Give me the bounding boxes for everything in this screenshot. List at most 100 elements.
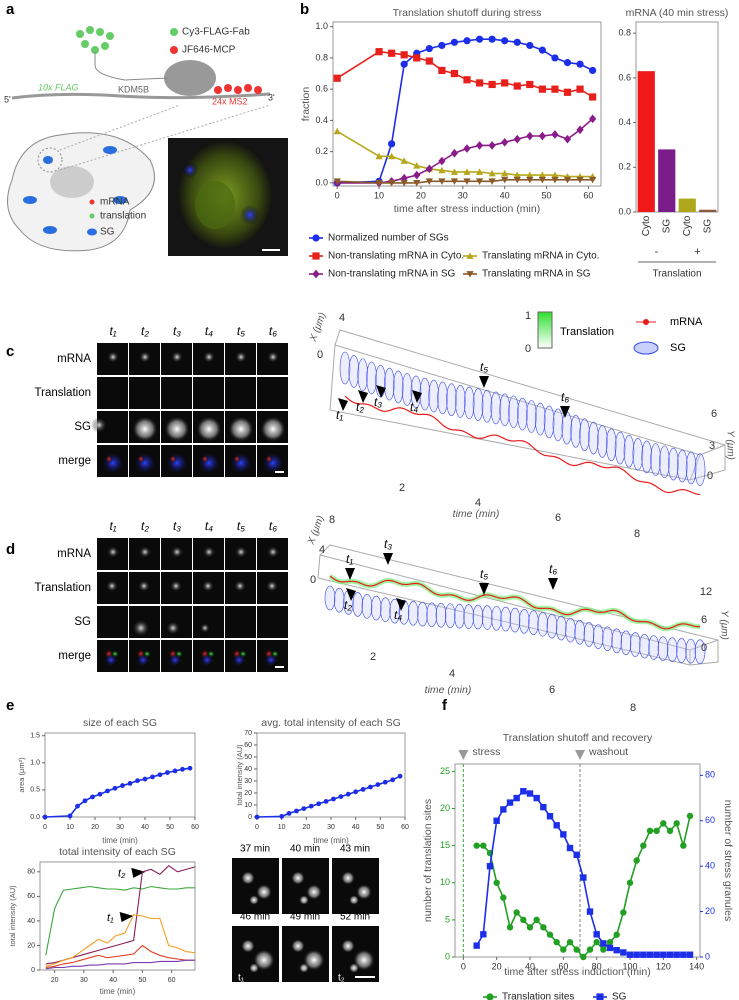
y-axis-label: total intensity (AU): [8, 885, 17, 947]
y-tick-label: 0.4: [315, 115, 328, 125]
time-marker-label: t₃: [374, 395, 382, 409]
marker: [606, 944, 614, 952]
sg-tube: [528, 610, 539, 636]
y-tick-label: 0.0: [618, 206, 631, 216]
marker: [680, 842, 687, 849]
marker: [538, 85, 546, 93]
sg-tube: [552, 408, 564, 442]
marker: [400, 51, 408, 59]
marker: [520, 788, 527, 795]
time-tick-label: 8: [634, 528, 640, 540]
y-tick-label: 15: [440, 840, 450, 850]
y-axis-label: total intensity (AU): [235, 744, 244, 806]
sg-tube: [629, 632, 641, 657]
marker: [646, 951, 654, 958]
sg-tube: [685, 451, 697, 485]
y-tick-label: 0.5: [30, 787, 40, 794]
x-tick-label: 60: [191, 824, 199, 831]
sg-tube: [537, 612, 549, 637]
granule: [256, 884, 272, 900]
spot: [200, 653, 214, 667]
marker: [501, 137, 509, 147]
marker: [576, 60, 584, 68]
time-axis-label: time (min): [425, 684, 472, 696]
fab-icon: [170, 28, 178, 36]
label: 5': [4, 94, 11, 104]
marker: [551, 176, 559, 184]
granule: [353, 949, 375, 971]
spot: [235, 351, 247, 363]
y-tick-label: 0.0: [315, 177, 328, 187]
marker: [463, 144, 471, 153]
y2-tick-label: 80: [705, 770, 715, 780]
annotation: t₁: [107, 912, 114, 924]
sg-tube: [428, 379, 440, 413]
annotation-arrow: [458, 750, 469, 760]
image-cell: [97, 606, 128, 638]
time-point: t₄: [205, 324, 213, 338]
series-line: [45, 959, 195, 970]
series-line: [476, 815, 691, 959]
marker: [560, 946, 567, 953]
time-marker: [396, 598, 406, 611]
marker: [333, 74, 341, 82]
marker: [526, 80, 534, 89]
row-label: SG: [74, 616, 91, 628]
group-title: Translation: [652, 269, 701, 280]
marker: [653, 827, 660, 835]
marker: [538, 171, 546, 178]
marker: [375, 152, 383, 160]
sg-tube: [500, 606, 512, 632]
image-marker: t₂: [338, 973, 345, 984]
spot: [136, 653, 150, 667]
marker: [626, 951, 634, 958]
mrna-trace: [344, 395, 701, 496]
spot: [196, 416, 222, 442]
legend-label: Translating mRNA in Cyto.: [482, 251, 599, 262]
marker: [533, 794, 540, 802]
y-tick-label: 0: [701, 642, 707, 654]
annotation-arrow: [119, 912, 134, 922]
x-tick-label: 20: [416, 190, 426, 200]
spot: [171, 546, 183, 558]
marker: [513, 176, 521, 184]
spot: [101, 451, 125, 475]
time-label: 37 min: [240, 844, 270, 855]
marker: [157, 772, 163, 778]
marker: [450, 168, 459, 175]
x-tick-label: 20: [302, 824, 310, 831]
legend-label: mRNA: [100, 197, 130, 208]
y-tick-label: 5: [445, 914, 450, 924]
time-marker: [376, 385, 386, 398]
time-marker: [346, 588, 356, 601]
spot: [171, 351, 183, 363]
marker: [506, 924, 514, 931]
spot: [264, 653, 278, 667]
y-tick-label: 0.2: [618, 162, 631, 172]
time-label: 40 min: [290, 844, 320, 855]
x-tick-label: 40: [352, 824, 360, 831]
marker: [660, 951, 667, 958]
zoom: [37, 147, 63, 173]
annotation-arrow: [131, 867, 146, 878]
sg-tube: [455, 385, 466, 418]
marker: [413, 162, 421, 169]
sg-tube: [472, 388, 484, 421]
marker: [150, 774, 155, 780]
sg-tube: [324, 585, 336, 611]
sg-tube: [357, 358, 369, 392]
image-cell: [257, 606, 288, 638]
x-tick-label: Cyto: [641, 215, 652, 236]
x-tick-label: 80: [592, 961, 602, 971]
marker: [338, 794, 344, 799]
time-marker: [560, 406, 570, 418]
marker: [400, 179, 408, 187]
marker: [390, 777, 396, 783]
time-point: t₂: [141, 519, 149, 533]
marker: [551, 85, 559, 93]
marker: [596, 993, 604, 1000]
sg-tube: [614, 431, 626, 465]
x-tick-label: 10: [66, 824, 74, 831]
marker: [488, 80, 496, 89]
